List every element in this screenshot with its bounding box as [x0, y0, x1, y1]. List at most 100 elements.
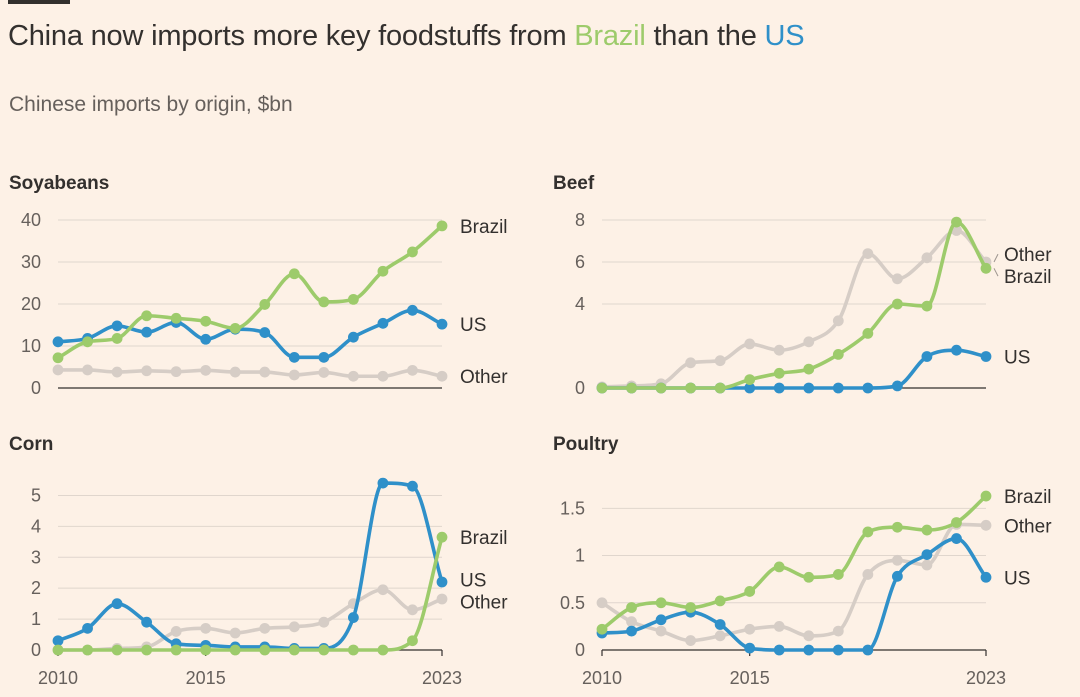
data-point	[773, 344, 785, 356]
series-label-us: US	[460, 315, 486, 336]
y-tick-label: 0.5	[560, 593, 585, 613]
data-point	[744, 338, 756, 350]
data-point	[141, 365, 153, 377]
data-point	[436, 531, 448, 543]
data-point	[288, 644, 300, 656]
data-point	[832, 315, 844, 327]
data-point	[200, 315, 212, 327]
chart-title: China now imports more key foodstuffs fr…	[8, 20, 805, 53]
data-point	[318, 296, 330, 308]
data-point	[318, 616, 330, 628]
data-point	[318, 644, 330, 656]
data-point	[921, 351, 933, 362]
data-point	[803, 336, 815, 348]
data-point	[626, 625, 637, 637]
data-point	[111, 598, 123, 610]
data-point	[170, 366, 182, 378]
data-point	[229, 366, 241, 378]
data-point	[229, 627, 241, 639]
data-point	[288, 351, 300, 363]
series-label-us: US	[460, 571, 486, 592]
data-point	[744, 586, 756, 597]
data-point	[980, 519, 992, 531]
data-point	[685, 357, 697, 369]
data-point	[288, 621, 300, 633]
data-point	[377, 265, 389, 277]
data-point	[596, 623, 608, 635]
data-point	[891, 521, 903, 533]
data-point	[773, 620, 785, 632]
data-point	[200, 644, 212, 656]
data-point	[862, 248, 874, 259]
data-point	[951, 216, 962, 228]
data-point	[436, 318, 448, 330]
data-point	[655, 382, 667, 394]
data-point	[714, 382, 726, 394]
data-point	[921, 549, 933, 561]
panel-soyabeans: Soyabeans 0 10 20 30 40 Brazil US Other	[9, 173, 508, 398]
y-tick-label: 30	[21, 252, 41, 272]
data-point	[377, 370, 389, 382]
series-other	[596, 518, 992, 646]
data-point	[980, 262, 992, 274]
data-point	[803, 571, 815, 583]
data-point	[980, 490, 992, 502]
data-point	[377, 477, 389, 489]
data-point	[773, 382, 785, 394]
y-tick-label: 1	[575, 546, 585, 566]
series-line	[56, 481, 444, 651]
data-point	[347, 644, 359, 656]
series-other	[596, 225, 992, 393]
data-point	[891, 380, 903, 392]
data-point	[52, 352, 64, 364]
data-point	[921, 524, 933, 536]
data-point	[347, 370, 359, 382]
series-label-other: Other	[460, 367, 508, 388]
series-label-other: Other	[1004, 516, 1052, 537]
series-brazil	[596, 216, 992, 394]
label-leader	[993, 268, 999, 277]
title-brazil: Brazil	[574, 20, 646, 52]
data-point	[229, 322, 241, 334]
y-tick-label: 1	[31, 609, 41, 629]
y-tick-label: 0	[31, 640, 41, 660]
data-point	[82, 336, 93, 348]
data-point	[82, 644, 93, 656]
data-point	[626, 382, 637, 394]
data-point	[288, 268, 300, 280]
data-point	[347, 331, 359, 343]
data-point	[436, 593, 448, 605]
data-point	[891, 273, 903, 285]
data-point	[744, 642, 756, 654]
data-point	[773, 644, 785, 656]
data-point	[229, 644, 241, 656]
data-point	[111, 320, 123, 332]
data-point	[170, 312, 182, 324]
series-label-brazil: Brazil	[1004, 487, 1052, 508]
data-point	[200, 333, 212, 345]
data-point	[52, 364, 64, 376]
y-tick-label: 5	[31, 485, 41, 505]
label-leader	[993, 253, 999, 263]
data-point	[347, 612, 359, 623]
y-tick-label: 10	[21, 336, 41, 356]
series-label-brazil: Brazil	[1004, 267, 1052, 288]
data-point	[407, 604, 418, 616]
y-tick-label: 40	[21, 210, 41, 230]
data-point	[951, 225, 962, 236]
data-point	[82, 622, 93, 634]
data-point	[347, 293, 359, 305]
data-point	[773, 367, 785, 379]
series-other	[52, 364, 448, 382]
y-tick-label: 8	[575, 210, 585, 230]
data-point	[862, 328, 874, 339]
data-point	[141, 644, 153, 656]
data-point	[288, 369, 300, 381]
data-point	[862, 644, 874, 656]
data-point	[832, 644, 844, 656]
data-point	[655, 625, 667, 637]
panel-title: Soyabeans	[9, 173, 109, 194]
data-point	[141, 326, 153, 338]
